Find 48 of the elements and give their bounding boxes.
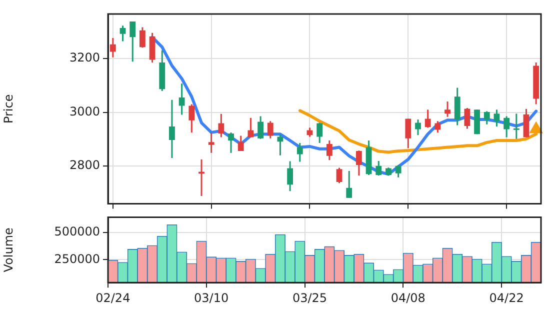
x-tick-label: 02/24: [96, 290, 130, 305]
candlestick: [238, 134, 244, 152]
y-axis-title: Volume: [1, 228, 16, 272]
x-tick-label: 03/10: [194, 290, 229, 305]
y-tick-label: 250000: [54, 252, 100, 266]
y-axis-title: Price: [1, 94, 16, 124]
candlestick: [484, 110, 490, 126]
y-tick-label: 500000: [54, 224, 100, 239]
candlestick: [287, 160, 294, 192]
y-tick-label: 2800: [69, 158, 100, 172]
candlestick: [139, 26, 146, 48]
candlestick: [130, 20, 136, 62]
candlestick: [444, 100, 450, 118]
candlestick: [405, 118, 412, 149]
candlestick: [513, 112, 520, 140]
candlestick: [169, 99, 175, 159]
candlestick: [188, 103, 195, 134]
candlestick: [326, 140, 332, 161]
y-tick-label: 3200: [69, 50, 100, 65]
x-tick-label: 04/08: [390, 290, 426, 305]
candlestick: [346, 170, 352, 199]
candlestick: [504, 116, 510, 138]
candlestick: [356, 150, 362, 176]
candlestick: [395, 164, 402, 178]
candlestick: [267, 120, 274, 140]
candlestick: [434, 120, 441, 134]
candlestick: [258, 116, 264, 140]
candlestick: [336, 166, 342, 184]
candlestick: [464, 107, 470, 130]
candlestick: [208, 132, 214, 154]
candlestick: [376, 160, 382, 176]
candlestick: [248, 117, 254, 138]
candlestick: [415, 118, 421, 136]
candlestick: [149, 32, 156, 64]
candlestick: [523, 108, 530, 138]
candlestick: [296, 142, 303, 163]
y-tick-label: 3000: [69, 104, 100, 118]
x-tick-label: 03/25: [292, 290, 328, 305]
candlestick: [228, 132, 234, 154]
candlestick: [178, 82, 185, 116]
candlestick: [110, 37, 116, 58]
candlestick: [120, 24, 126, 42]
x-tick-label: 04/22: [489, 290, 524, 305]
candlestick: [218, 113, 224, 138]
candlestick: [316, 122, 323, 144]
candlestick: [424, 108, 431, 128]
candlestick: [454, 87, 460, 126]
candlestick: [494, 108, 500, 128]
